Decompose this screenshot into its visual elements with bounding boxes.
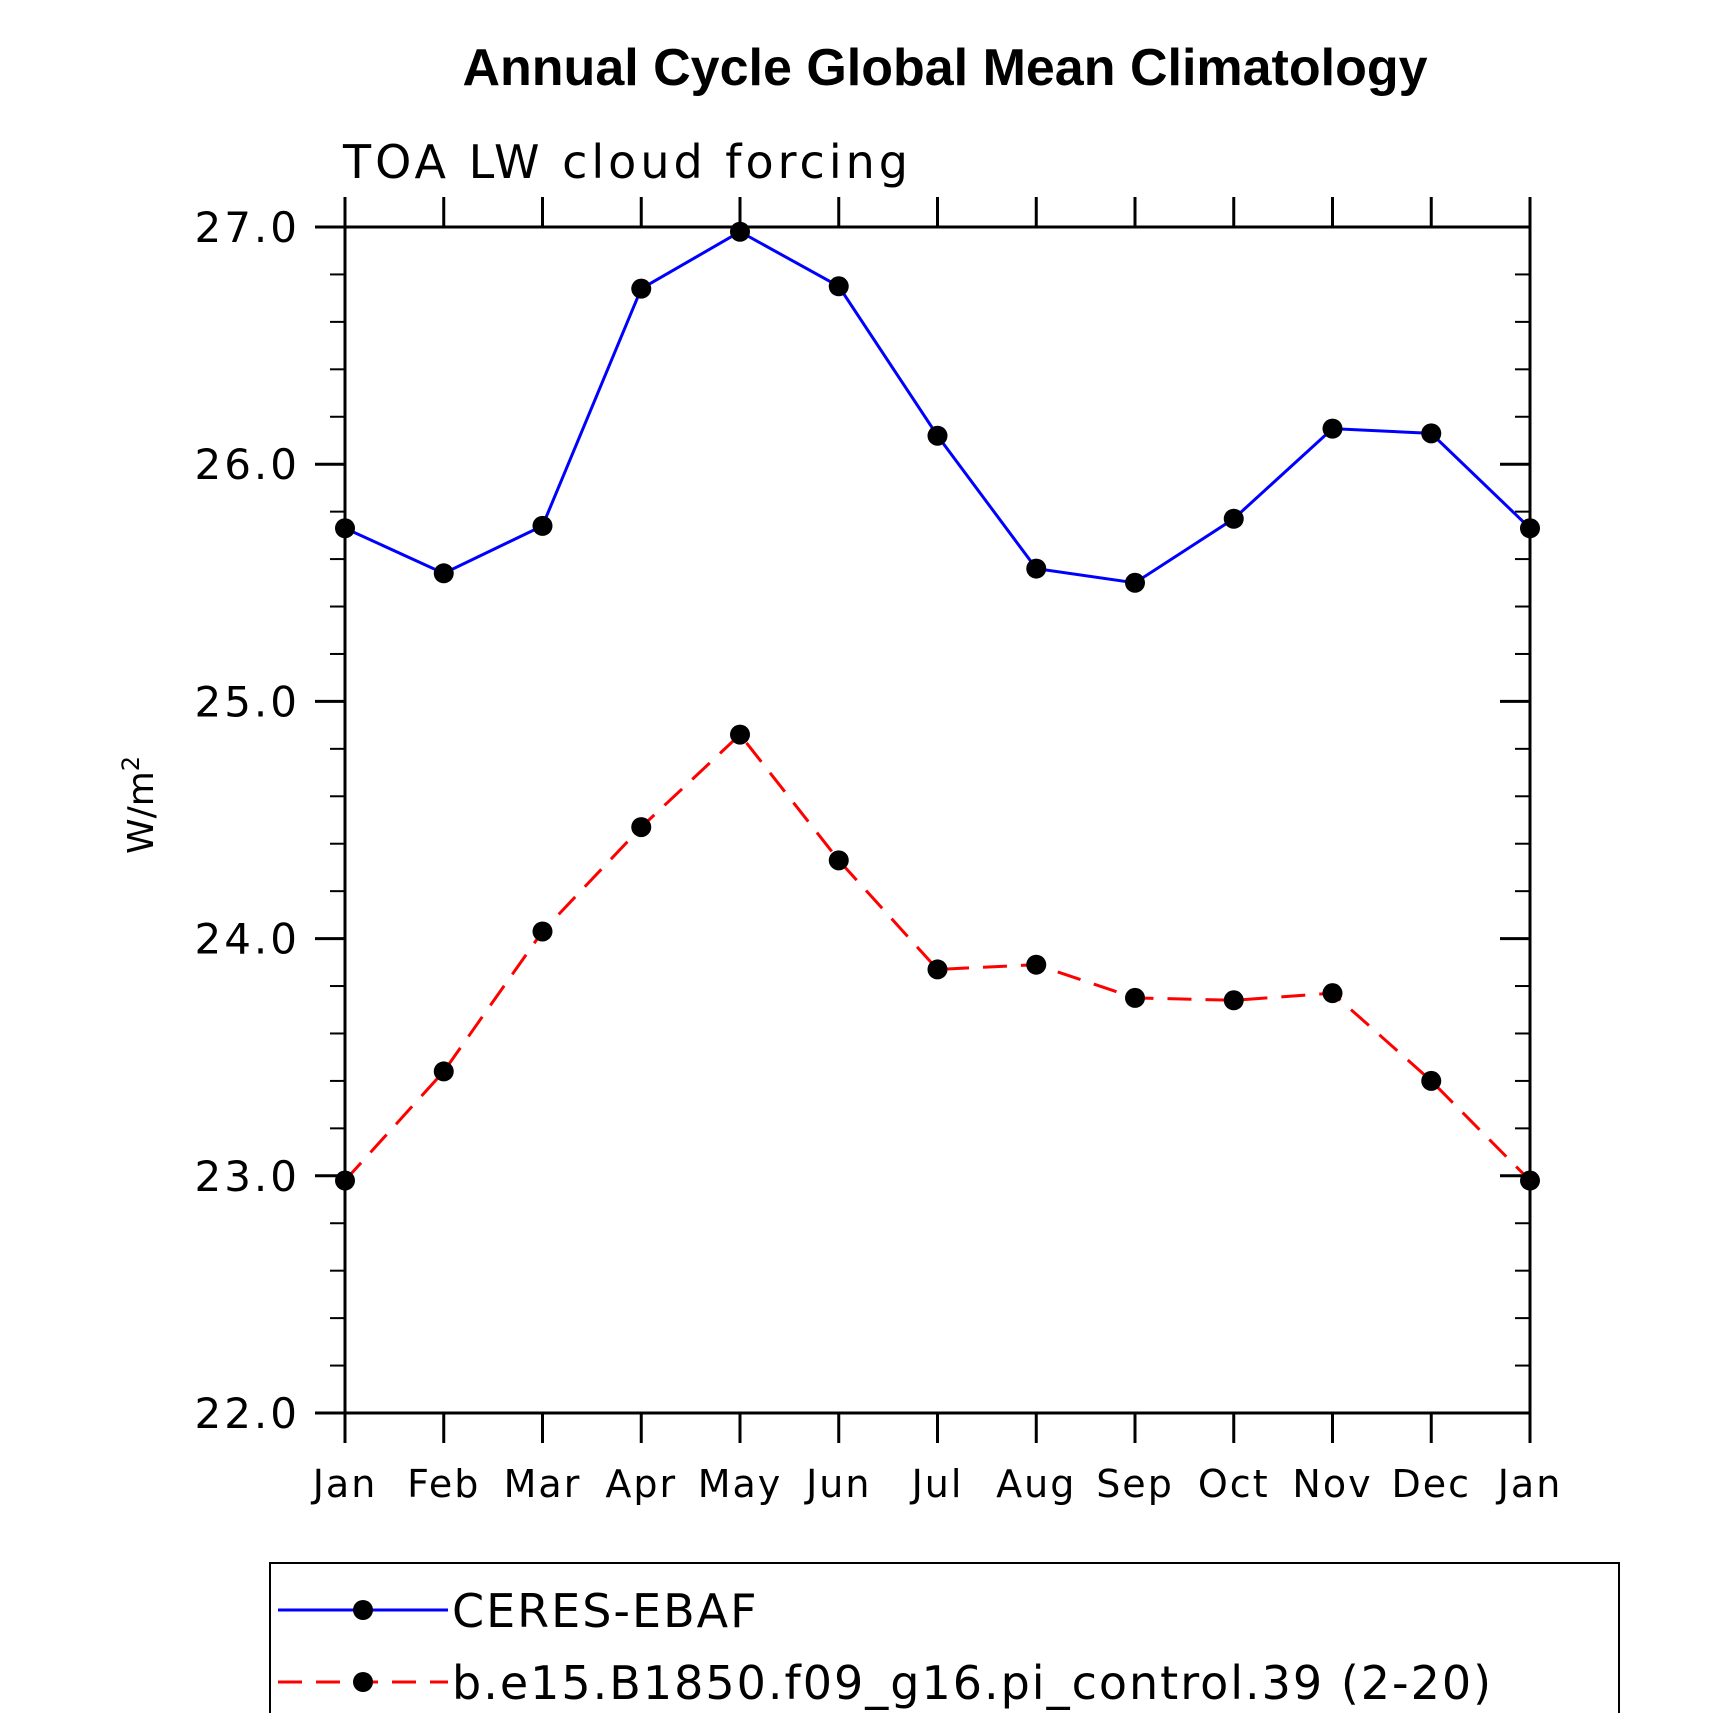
- series-1-point: [1223, 990, 1244, 1011]
- series-0-point: [532, 515, 553, 536]
- x-tick-label: Feb: [407, 1462, 480, 1506]
- x-tick-label: Dec: [1391, 1462, 1471, 1506]
- series-1-point: [1026, 954, 1047, 975]
- x-tick-label: Jan: [1496, 1462, 1563, 1506]
- y-tick-label: 23.0: [194, 1152, 300, 1201]
- x-tick-label: Jan: [311, 1462, 378, 1506]
- tick-labels: Jan Feb Mar Apr May Jun Jul Aug Sep Oct Nov Dec Jan2…: [194, 203, 1563, 1506]
- x-tick-label: Aug: [996, 1462, 1076, 1506]
- chart-title: Annual Cycle Global Mean Climatology: [462, 39, 1427, 97]
- y-tick-label: 22.0: [194, 1389, 300, 1438]
- legend-marker-1: [353, 1672, 373, 1692]
- series-0-point: [631, 278, 652, 299]
- y-tick-label: 24.0: [194, 915, 300, 964]
- y-axis-label: W/m2: [117, 756, 162, 854]
- series-0-point: [828, 276, 849, 297]
- legend: CERES-EBAF b.e15.B1850.f09_g16.pi_control…: [269, 1562, 1620, 1713]
- series-1-point: [730, 724, 750, 745]
- axis-ticks: [315, 197, 1532, 1443]
- plot-frame: [343, 225, 1532, 1415]
- series-line-1: [343, 732, 1532, 1182]
- series-1-point: [828, 850, 849, 871]
- x-tick-label: Mar: [504, 1462, 582, 1506]
- x-tick-label: Jul: [910, 1462, 964, 1506]
- legend-label-0: CERES-EBAF: [452, 1584, 759, 1638]
- series-1-point: [1421, 1070, 1442, 1091]
- series-1-point: [1125, 987, 1145, 1008]
- y-axis-label-sup: 2: [117, 756, 145, 771]
- chart-subtitle: TOA LW cloud forcing: [342, 135, 912, 189]
- series-0-point: [1223, 508, 1244, 529]
- legend-label-1: b.e15.B1850.f09_g16.pi_control.39 (2-20): [452, 1656, 1493, 1710]
- series-1-point: [927, 959, 948, 980]
- series-1-point: [631, 817, 652, 838]
- y-tick-label: 25.0: [194, 677, 300, 726]
- series-line-0: [344, 230, 1532, 585]
- x-tick-label: May: [698, 1462, 783, 1506]
- series-1-point: [532, 921, 553, 942]
- x-tick-label: Apr: [605, 1462, 677, 1506]
- series-0-point: [1322, 418, 1343, 439]
- series-group: [335, 221, 1540, 1191]
- series-0-point: [927, 425, 948, 446]
- series-0-point: [1026, 558, 1047, 579]
- series-1-point: [1322, 983, 1343, 1004]
- series-0-point: [1421, 423, 1442, 444]
- series-0-point: [730, 221, 750, 242]
- x-tick-label: Jun: [804, 1462, 871, 1506]
- x-tick-label: Sep: [1096, 1462, 1174, 1506]
- legend-box: [269, 1562, 1620, 1713]
- x-tick-label: Oct: [1198, 1462, 1270, 1506]
- y-tick-label: 26.0: [194, 440, 300, 489]
- series-0-point: [1125, 572, 1145, 593]
- y-axis-label-base: W/m: [121, 771, 162, 854]
- y-tick-label: 27.0: [194, 203, 300, 252]
- series-0-point: [433, 563, 454, 584]
- legend-marker-0: [353, 1600, 373, 1620]
- x-tick-label: Nov: [1292, 1462, 1372, 1506]
- series-1-point: [433, 1061, 454, 1082]
